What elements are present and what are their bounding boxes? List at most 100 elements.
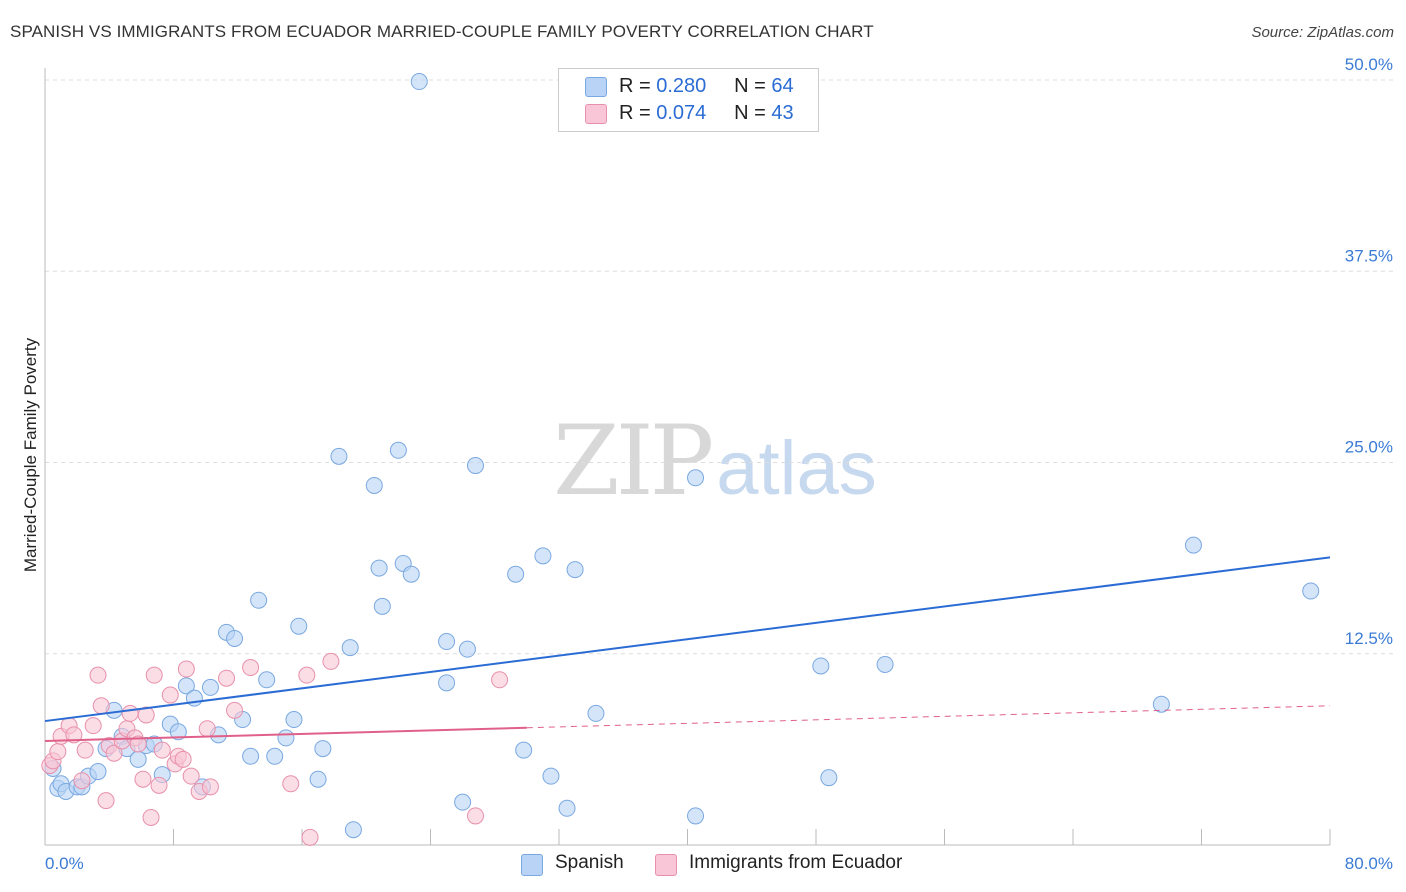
grid-lines [45, 79, 1395, 655]
point-spanish [285, 711, 303, 729]
legend-label-spanish: Spanish [555, 852, 624, 873]
series-legend: Spanish Immigrants from Ecuador [0, 852, 1406, 878]
legend-swatch-spanish [521, 854, 543, 876]
legend-n-label: N = [734, 75, 766, 97]
point-ecuador [322, 652, 340, 670]
legend-r-value: 0.280 [656, 75, 707, 97]
legend-swatch-spanish [585, 77, 607, 97]
point-spanish [410, 73, 428, 91]
point-ecuador [137, 706, 155, 724]
point-ecuador [218, 669, 236, 687]
legend-label-ecuador: Immigrants from Ecuador [689, 852, 903, 873]
y-tick-label: 50.0% [1345, 55, 1393, 74]
legend-n-value: 64 [771, 75, 794, 97]
point-spanish [1184, 536, 1202, 554]
point-spanish [242, 747, 260, 765]
point-ecuador [49, 743, 67, 761]
point-spanish [438, 674, 456, 692]
point-spanish [226, 629, 244, 647]
point-spanish [687, 807, 705, 825]
point-spanish [389, 441, 407, 459]
point-ecuador [84, 717, 102, 735]
point-ecuador [73, 772, 91, 790]
point-ecuador [491, 671, 509, 689]
point-spanish [201, 678, 219, 696]
chart-title: SPANISH VS IMMIGRANTS FROM ECUADOR MARRI… [10, 22, 874, 41]
point-ecuador [89, 666, 107, 684]
point-ecuador [466, 807, 484, 825]
point-ecuador [177, 660, 195, 678]
point-ecuador [298, 666, 316, 684]
point-spanish [566, 561, 584, 579]
point-ecuador [301, 828, 319, 846]
point-spanish [373, 597, 391, 615]
point-ecuador [142, 808, 160, 826]
point-spanish [438, 633, 456, 651]
trend-line-ecuador [44, 726, 527, 742]
point-ecuador [282, 775, 300, 793]
point-spanish [344, 821, 362, 839]
point-spanish [534, 547, 552, 565]
point-spanish [277, 729, 295, 747]
point-ecuador [92, 697, 110, 715]
data-points [41, 73, 1320, 846]
point-spanish [558, 799, 576, 817]
point-ecuador [65, 726, 83, 744]
legend-r-value: 0.074 [656, 102, 707, 124]
y-tick-label: 12.5% [1345, 629, 1393, 648]
point-spanish [458, 640, 476, 658]
tick-labels: 12.5% 25.0% 37.5% 50.0% 0.0% 80.0% [45, 55, 1393, 873]
point-ecuador [76, 741, 94, 759]
point-spanish [266, 747, 284, 765]
point-spanish [177, 677, 195, 695]
point-ecuador [161, 686, 179, 704]
point-spanish [89, 763, 107, 781]
point-ecuador [134, 770, 152, 788]
point-ecuador [242, 659, 260, 677]
y-axis-label: Married-Couple Family Poverty [21, 337, 40, 572]
point-spanish [258, 671, 276, 689]
point-spanish [402, 565, 420, 583]
point-ecuador [150, 776, 168, 794]
watermark-zip: ZIP [553, 405, 714, 517]
point-spanish [314, 740, 332, 758]
legend-swatch-ecuador [585, 104, 607, 124]
point-ecuador [105, 744, 123, 762]
point-ecuador [153, 741, 171, 759]
point-spanish [507, 565, 525, 583]
y-tick-label: 37.5% [1345, 246, 1393, 265]
point-spanish [370, 559, 388, 577]
point-spanish [515, 741, 533, 759]
point-spanish [309, 770, 327, 788]
point-ecuador [174, 750, 192, 768]
point-spanish [290, 617, 308, 635]
point-spanish [341, 639, 359, 657]
y-tick-label: 25.0% [1345, 438, 1393, 457]
trend-line-spanish [44, 556, 1331, 723]
watermark: ZIPatlas [553, 405, 877, 517]
point-spanish [1302, 582, 1320, 600]
trend-lines [44, 556, 1331, 742]
point-ecuador [226, 701, 244, 719]
legend-n-label: N = [734, 102, 766, 124]
point-ecuador [201, 778, 219, 796]
point-ecuador [97, 792, 115, 810]
x-tick-label-max: 80.0% [1345, 854, 1393, 873]
point-spanish [687, 469, 705, 487]
trend-line-ecuador-extrapolated [526, 705, 1331, 729]
point-ecuador [182, 767, 200, 785]
point-spanish [250, 591, 268, 609]
point-spanish [466, 457, 484, 475]
point-spanish [330, 447, 348, 465]
point-spanish [129, 750, 147, 768]
point-ecuador [198, 720, 216, 738]
point-spanish [1152, 695, 1170, 713]
legend-n-value: 43 [771, 102, 794, 124]
point-spanish [812, 657, 830, 675]
point-spanish [587, 704, 605, 722]
legend-r-label: R = [619, 102, 651, 124]
correlation-legend: R = 0.280 N = 64 R = 0.074 N = 43 [558, 68, 819, 132]
source-label: Source: ZipAtlas.com [1251, 24, 1394, 41]
x-tick-label-min: 0.0% [45, 854, 84, 873]
